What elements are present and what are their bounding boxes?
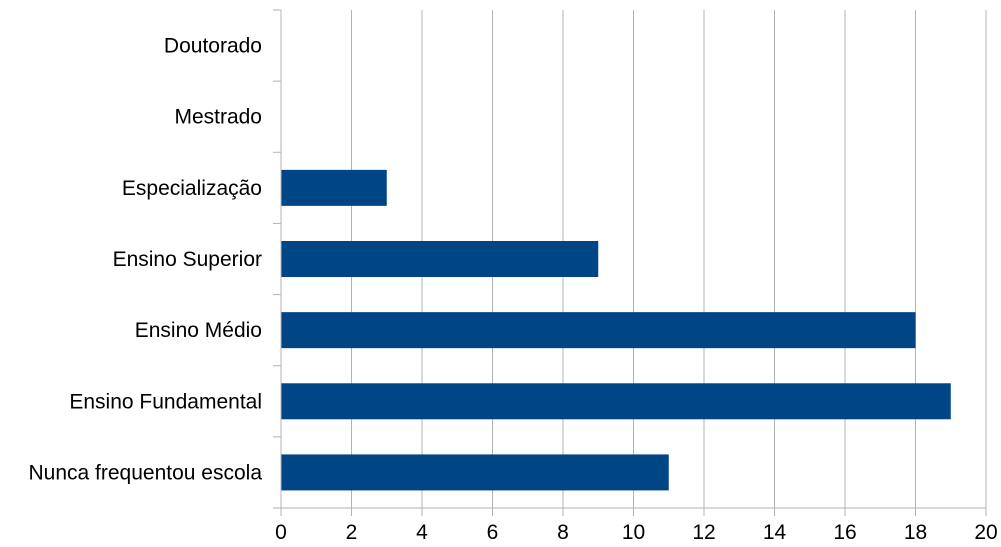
category-label-4: Ensino Médio — [135, 319, 262, 342]
x-tick-label-6: 6 — [487, 521, 499, 544]
x-tick-label-14: 14 — [763, 521, 787, 544]
category-label-6: Nunca frequentou escola — [29, 461, 263, 484]
bars — [281, 169, 951, 491]
bar-6 — [281, 454, 669, 491]
x-tick-label-18: 18 — [904, 521, 927, 544]
x-tick-label-8: 8 — [557, 521, 569, 544]
x-tick-label-16: 16 — [833, 521, 856, 544]
category-label-1: Mestrado — [174, 106, 262, 129]
category-label-3: Ensino Superior — [113, 248, 262, 271]
x-tick-label-10: 10 — [622, 521, 645, 544]
x-tick-label-0: 0 — [275, 521, 287, 544]
x-tick-label-20: 20 — [974, 521, 997, 544]
x-tick-label-4: 4 — [416, 521, 428, 544]
category-label-2: Especialização — [122, 177, 262, 200]
bar-5 — [281, 383, 951, 420]
x-tick-label-2: 2 — [346, 521, 358, 544]
x-tick-label-12: 12 — [692, 521, 715, 544]
bar-3 — [281, 241, 599, 277]
category-label-0: Doutorado — [164, 35, 262, 58]
bar-4 — [281, 312, 916, 349]
axes — [273, 9, 987, 516]
category-labels: Doutorado Mestrado Especialização Ensino Su… — [29, 35, 263, 485]
bar-2 — [281, 169, 387, 206]
category-label-5: Ensino Fundamental — [69, 390, 262, 413]
tick-labels: 0 2 4 6 8 10 12 14 16 18 20 — [275, 521, 998, 544]
gridlines — [351, 10, 987, 508]
